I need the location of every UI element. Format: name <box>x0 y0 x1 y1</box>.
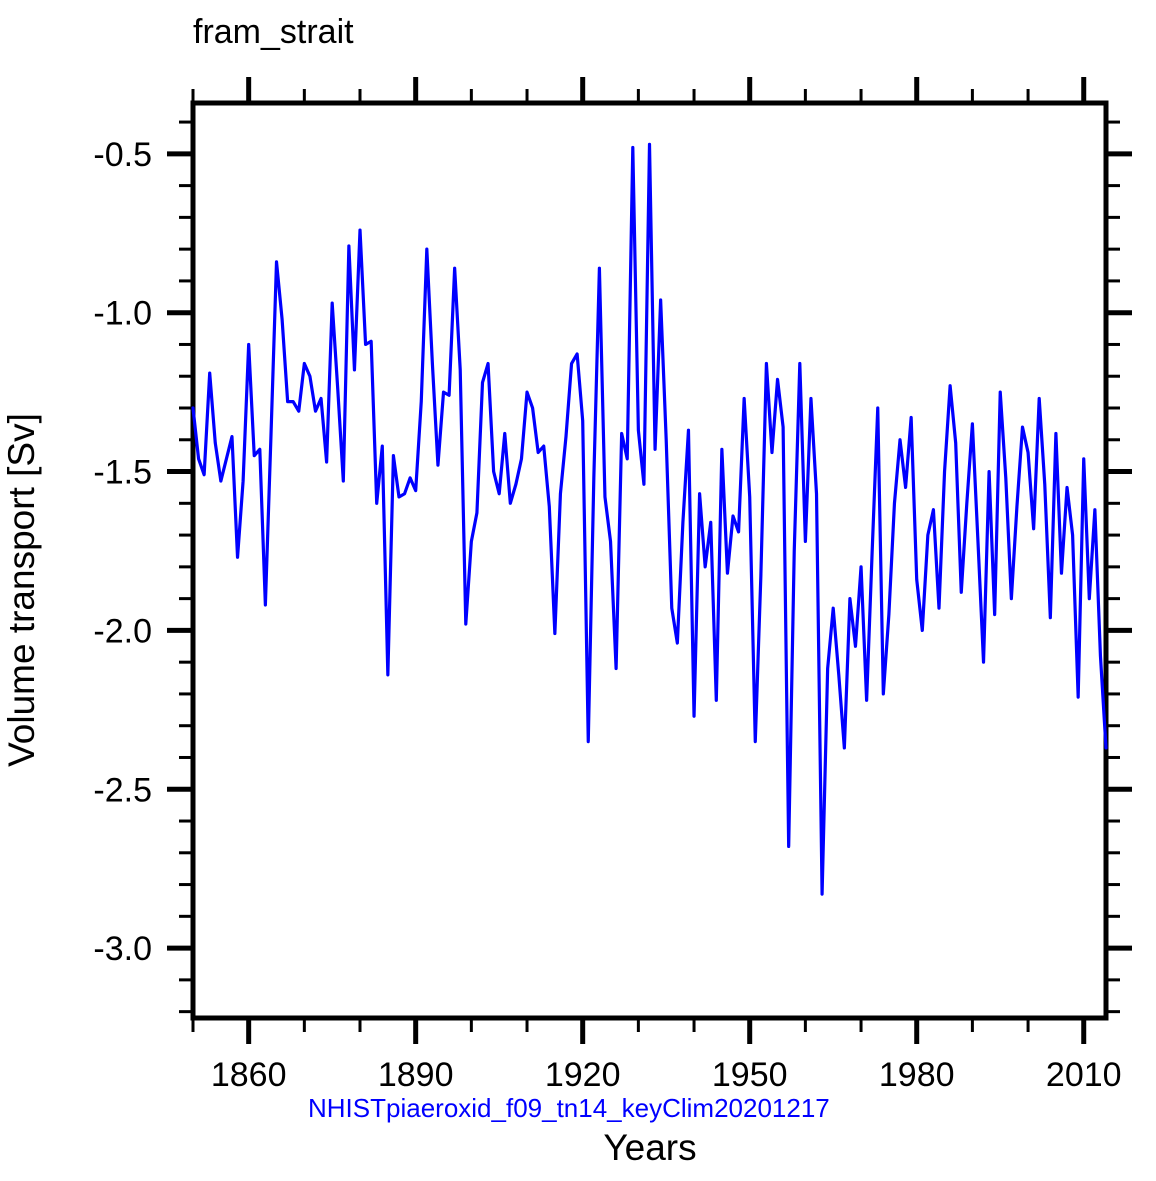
y-tick-label: -2.5 <box>93 771 152 809</box>
x-axis-title: Years <box>603 1127 696 1168</box>
plot-frame <box>190 100 1109 1021</box>
y-tick-label: -1.5 <box>93 454 152 492</box>
x-tick-label: 1980 <box>879 1056 955 1094</box>
y-tick-label: -1.0 <box>93 295 152 333</box>
y-tick-label: -2.0 <box>93 612 152 650</box>
run-id-label: NHISTpiaeroxid_f09_tn14_keyClim20201217 <box>308 1093 830 1123</box>
y-tick-labels: -0.5 -1.0 -1.5 -2.0 -2.5 -3.0 <box>93 136 152 968</box>
x-tick-label: 1890 <box>378 1056 454 1094</box>
x-tick-labels: 1860 1890 1920 1950 1980 2010 <box>211 1056 1122 1094</box>
x-tick-label: 1950 <box>712 1056 788 1094</box>
y-tick-label: -0.5 <box>93 136 152 174</box>
x-tick-label: 1920 <box>545 1056 621 1094</box>
x-tick-label: 2010 <box>1046 1056 1122 1094</box>
axis-ticks <box>167 77 1132 1044</box>
x-tick-label: 1860 <box>211 1056 287 1094</box>
page-title: fram_strait <box>193 13 354 51</box>
y-tick-label: -3.0 <box>93 930 152 968</box>
data-series-line <box>191 142 1108 896</box>
y-axis-title: Volume transport [Sv] <box>1 413 42 767</box>
